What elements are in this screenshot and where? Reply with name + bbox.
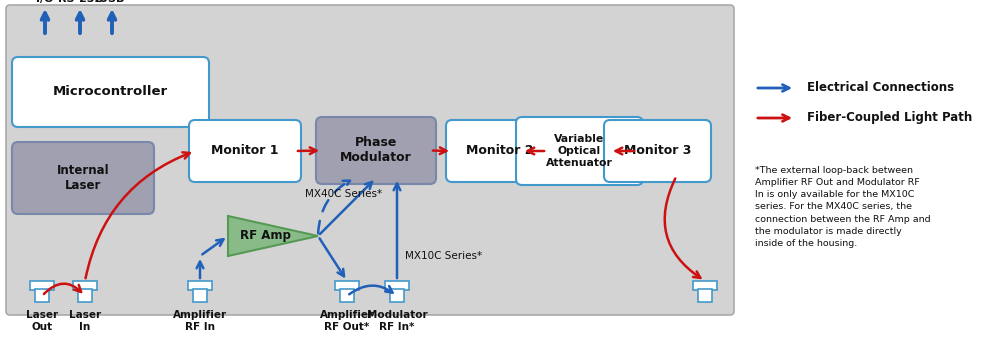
FancyArrowPatch shape — [394, 184, 400, 278]
FancyArrowPatch shape — [665, 179, 700, 278]
Text: Fiber-Coupled Light Path: Fiber-Coupled Light Path — [807, 111, 972, 125]
Text: MX40C Series*: MX40C Series* — [305, 189, 382, 199]
FancyBboxPatch shape — [30, 281, 54, 290]
FancyBboxPatch shape — [188, 281, 212, 290]
FancyArrowPatch shape — [433, 147, 446, 154]
Text: Microcontroller: Microcontroller — [53, 85, 168, 99]
Text: RS-232: RS-232 — [58, 0, 102, 4]
FancyBboxPatch shape — [73, 281, 97, 290]
FancyBboxPatch shape — [340, 289, 354, 302]
Text: Laser
In: Laser In — [69, 310, 101, 331]
FancyBboxPatch shape — [189, 120, 301, 182]
FancyArrowPatch shape — [318, 181, 350, 233]
FancyArrowPatch shape — [320, 238, 344, 276]
Text: Variable
Optical
Attenuator: Variable Optical Attenuator — [546, 134, 613, 167]
FancyArrowPatch shape — [349, 285, 393, 294]
FancyArrowPatch shape — [77, 13, 83, 33]
Text: USB: USB — [99, 0, 125, 4]
FancyBboxPatch shape — [335, 281, 359, 290]
Text: RF Amp: RF Amp — [240, 229, 290, 243]
FancyArrowPatch shape — [758, 85, 789, 91]
Text: Modulator
RF In*: Modulator RF In* — [367, 310, 427, 331]
FancyArrowPatch shape — [44, 284, 81, 294]
Text: Electrical Connections: Electrical Connections — [807, 82, 954, 94]
FancyBboxPatch shape — [604, 120, 711, 182]
Text: Internal
Laser: Internal Laser — [57, 164, 109, 192]
Text: MX10C Series*: MX10C Series* — [405, 251, 482, 261]
FancyArrowPatch shape — [42, 13, 48, 33]
FancyArrowPatch shape — [298, 147, 316, 154]
FancyArrowPatch shape — [616, 148, 634, 154]
FancyArrowPatch shape — [197, 262, 203, 278]
Text: Monitor 3: Monitor 3 — [624, 145, 691, 157]
FancyBboxPatch shape — [698, 289, 712, 302]
FancyArrowPatch shape — [758, 115, 789, 121]
Text: Amplifier
RF Out*: Amplifier RF Out* — [320, 310, 374, 331]
FancyArrowPatch shape — [202, 239, 223, 254]
Text: Laser
Out: Laser Out — [26, 310, 58, 331]
Text: Phase
Modulator: Phase Modulator — [340, 137, 412, 164]
FancyBboxPatch shape — [446, 120, 553, 182]
FancyBboxPatch shape — [78, 289, 92, 302]
FancyBboxPatch shape — [12, 57, 209, 127]
Text: Monitor 2: Monitor 2 — [466, 145, 533, 157]
FancyBboxPatch shape — [516, 117, 643, 185]
FancyBboxPatch shape — [6, 5, 734, 315]
Text: Amplifier
RF In: Amplifier RF In — [173, 310, 227, 331]
FancyBboxPatch shape — [316, 117, 436, 184]
FancyBboxPatch shape — [385, 281, 409, 290]
Text: I/O: I/O — [36, 0, 54, 4]
Text: Monitor 1: Monitor 1 — [211, 145, 279, 157]
FancyBboxPatch shape — [693, 281, 717, 290]
FancyArrowPatch shape — [86, 152, 190, 278]
FancyBboxPatch shape — [12, 142, 154, 214]
FancyArrowPatch shape — [109, 13, 115, 33]
FancyArrowPatch shape — [528, 148, 544, 154]
FancyBboxPatch shape — [390, 289, 404, 302]
FancyArrowPatch shape — [320, 182, 372, 234]
FancyBboxPatch shape — [35, 289, 49, 302]
FancyBboxPatch shape — [193, 289, 207, 302]
Polygon shape — [228, 216, 318, 256]
Text: *The external loop-back between
Amplifier RF Out and Modulator RF
In is only ava: *The external loop-back between Amplifie… — [755, 166, 931, 248]
